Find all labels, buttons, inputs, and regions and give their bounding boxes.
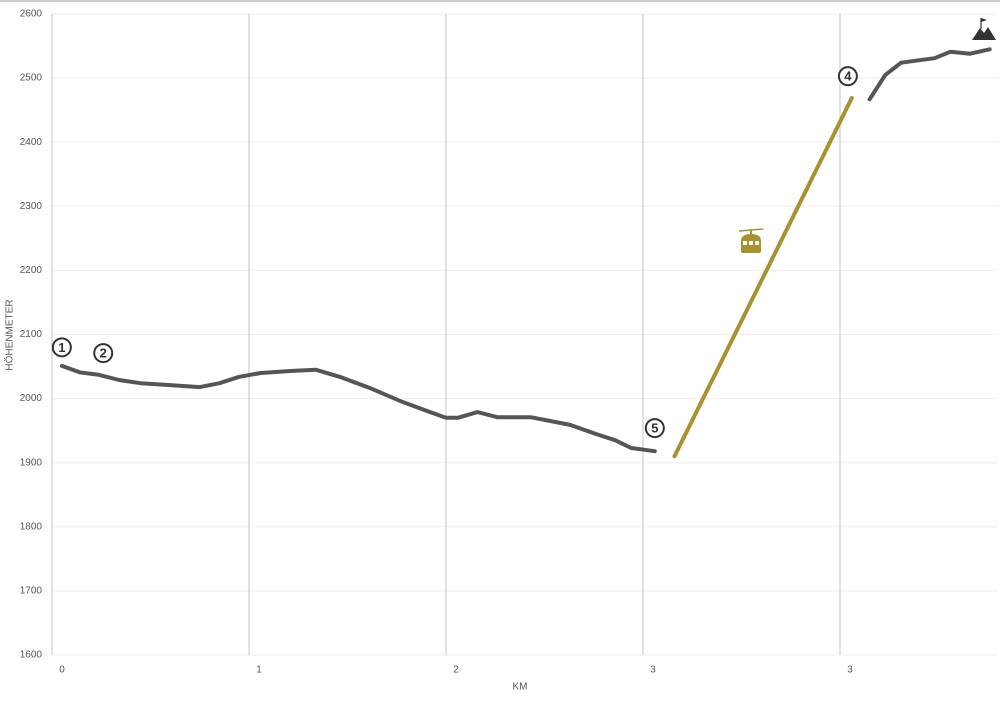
y-tick-label: 2400	[20, 137, 43, 148]
x-tick-label: 2	[453, 665, 459, 676]
y-tick-label: 2300	[20, 201, 43, 212]
y-axis-label: HÖHENMETER	[4, 299, 16, 370]
x-tick-label: 3	[847, 665, 853, 676]
y-tick-label: 2000	[20, 393, 43, 404]
grid	[51, 13, 998, 656]
marker-label: 5	[651, 421, 658, 436]
line-series	[672, 96, 854, 459]
y-tick-label: 1900	[20, 457, 43, 468]
marker-label: 4	[844, 69, 852, 84]
marker-circle	[644, 418, 665, 439]
y-tick-label: 1800	[20, 521, 43, 532]
marker-label: 2	[100, 346, 107, 361]
x-axis-label: KM	[513, 682, 528, 693]
y-tick-label: 2500	[20, 73, 43, 84]
summit-icon	[972, 18, 996, 40]
marker-circle	[837, 66, 858, 87]
x-tick-label: 0	[59, 665, 65, 676]
y-tick-label: 1600	[20, 650, 43, 661]
line-series	[59, 363, 657, 454]
y-tick-label: 2200	[20, 265, 43, 276]
y-tick-label: 2100	[20, 329, 43, 340]
x-tick-label: 1	[256, 665, 262, 676]
line-series	[867, 47, 992, 102]
marker-circle	[51, 337, 72, 358]
marker-circle	[93, 343, 114, 364]
marker-label: 1	[58, 340, 65, 355]
y-tick-label: 1700	[20, 586, 43, 597]
x-tick-label: 3	[650, 665, 656, 676]
cable-car-icon	[738, 228, 764, 253]
y-tick-label: 2600	[20, 9, 43, 20]
